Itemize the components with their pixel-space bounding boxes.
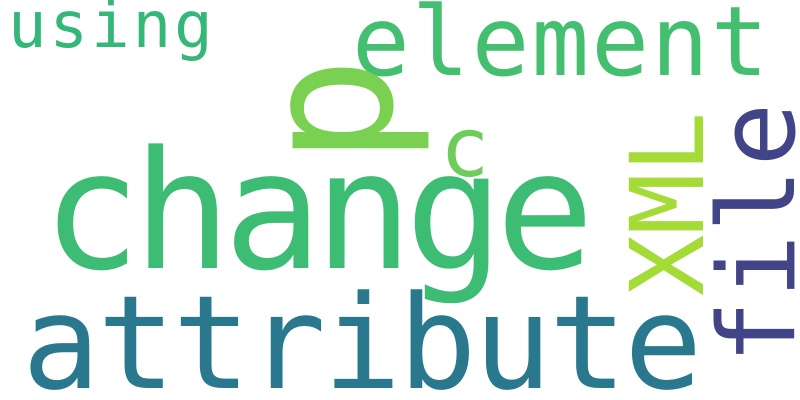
word-c: c (440, 101, 490, 196)
word-element: element (352, 0, 771, 98)
word-file: file (696, 100, 800, 364)
word-attribute: attribute (22, 267, 702, 400)
word-change: change (42, 116, 594, 307)
word-using: using (8, 0, 216, 63)
